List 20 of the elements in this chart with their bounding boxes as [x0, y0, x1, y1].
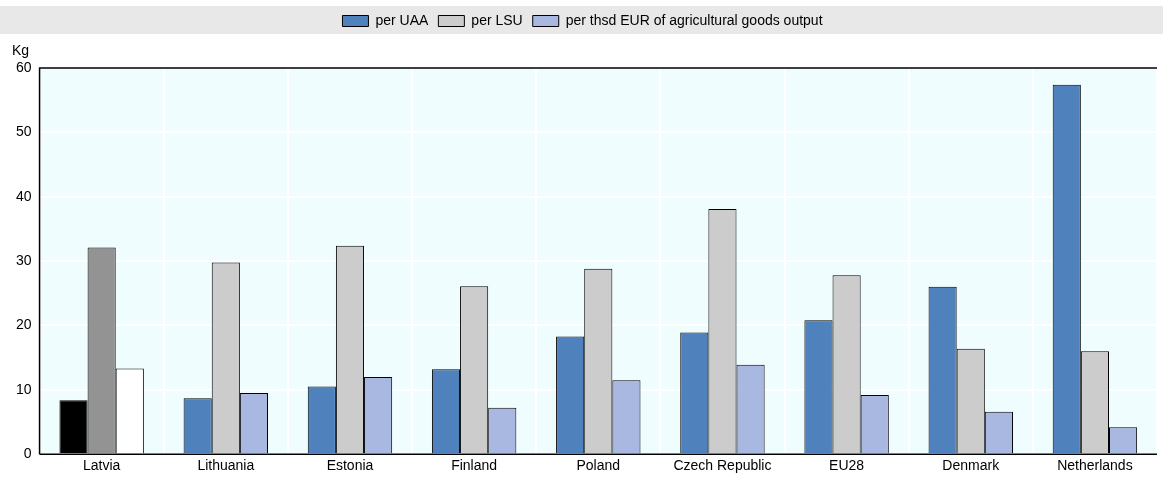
y-tick-label: 60 [15, 58, 32, 75]
legend-label: per UAA [375, 11, 430, 28]
legend-label: per thsd EUR of agricultural goods output [565, 11, 823, 28]
y-tick-label: 10 [15, 380, 32, 397]
y-tick-label: 40 [15, 187, 32, 204]
y-axis-title: Kg [12, 41, 30, 58]
x-tick-label: Denmark [942, 457, 1001, 474]
y-tick-label: 30 [15, 251, 32, 268]
legend-label: per LSU [471, 11, 523, 28]
y-tick-label: 20 [15, 316, 32, 333]
x-tick-label: Latvia [82, 457, 121, 474]
x-tick-label: EU28 [829, 457, 865, 474]
x-tick-label: Czech Republic [673, 457, 772, 474]
y-tick-label: 50 [15, 123, 32, 140]
x-tick-label: Poland [576, 457, 621, 474]
x-tick-label: Finland [451, 457, 498, 474]
x-tick-label: Lithuania [197, 457, 255, 474]
y-tick-label: 0 [23, 445, 32, 462]
x-tick-label: Estonia [326, 457, 374, 474]
x-tick-label: Netherlands [1057, 457, 1133, 474]
